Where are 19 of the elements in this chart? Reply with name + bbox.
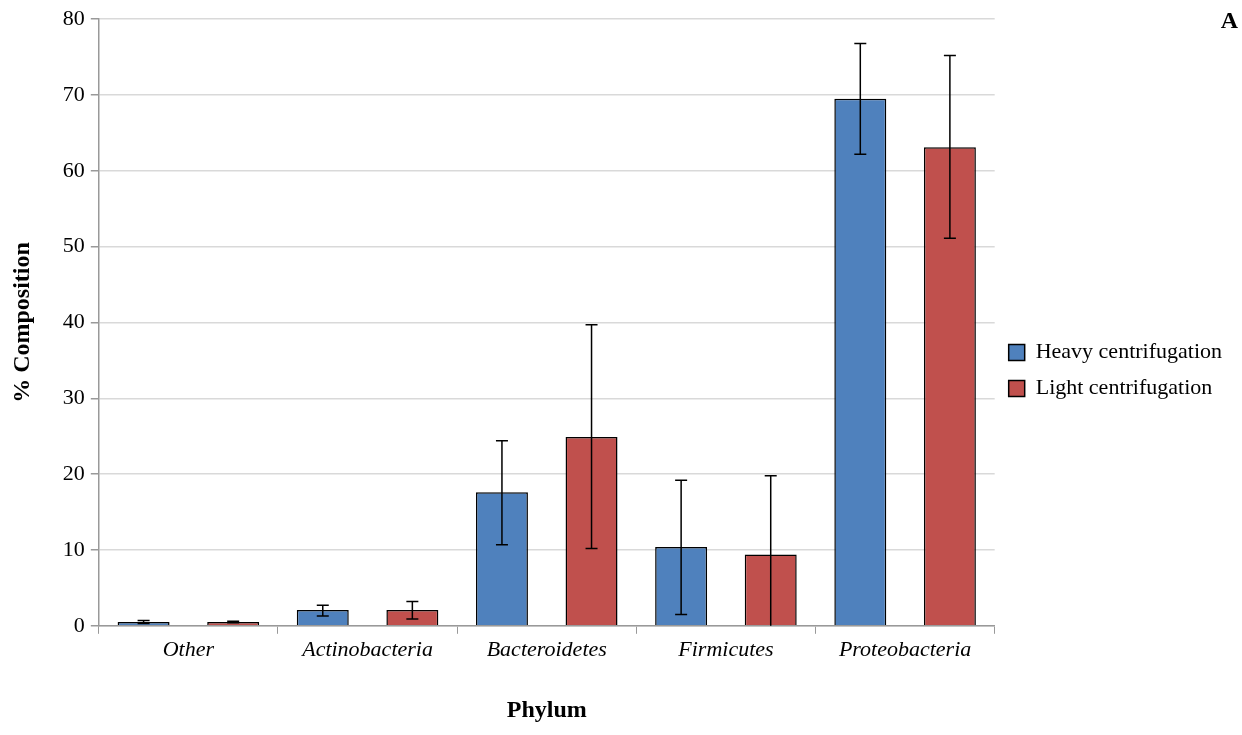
x-axis-title: Phylum xyxy=(506,695,587,722)
y-tick-label: 10 xyxy=(62,535,85,561)
y-tick-label: 60 xyxy=(62,156,85,182)
text: A xyxy=(1220,7,1239,34)
x-tick-label: Bacteroidetes xyxy=(486,635,607,661)
y-tick-label: 0 xyxy=(73,611,85,637)
y-tick-label: 20 xyxy=(62,459,85,485)
y-tick-label: 50 xyxy=(62,232,85,258)
x-tick-label: Other xyxy=(162,635,215,661)
y-tick-label: 70 xyxy=(62,80,85,106)
x-tick-label: Actinobacteria xyxy=(300,635,433,661)
y-tick-label: 40 xyxy=(62,308,85,334)
legend-label: Heavy centrifugation xyxy=(1035,338,1222,364)
y-tick-label: 80 xyxy=(62,4,85,30)
y-tick-label: 30 xyxy=(62,384,85,410)
y-axis-title: % Composition xyxy=(7,242,34,403)
x-tick-label: Proteobacteria xyxy=(837,635,972,661)
legend-label: Light centrifugation xyxy=(1035,374,1213,400)
x-tick-label: Firmicutes xyxy=(677,635,774,661)
